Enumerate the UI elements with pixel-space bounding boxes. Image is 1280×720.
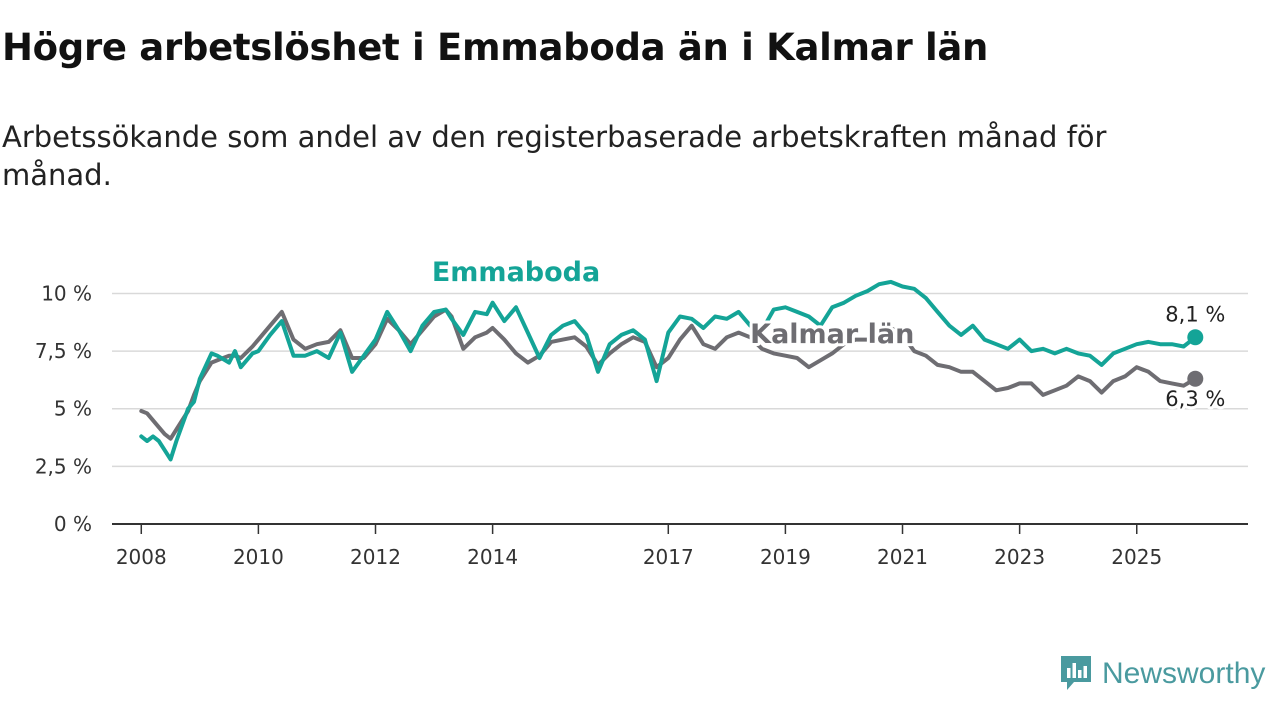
y-tick-label: 7,5 %: [35, 339, 92, 363]
end-value-label-emmaboda-halo: 8,1 %: [1165, 302, 1225, 326]
x-tick-label: 2017: [643, 545, 694, 569]
end-value-label-kalmar: 6,3 %: [1165, 387, 1225, 411]
y-tick-label: 0 %: [54, 512, 92, 536]
x-tick-label: 2021: [877, 545, 928, 569]
newsworthy-logo-icon: [1061, 656, 1091, 690]
end-value-label-kalmar-halo: 6,3 %: [1165, 387, 1225, 411]
x-tick-label: 2023: [994, 545, 1045, 569]
brand-name: Newsworthy: [1102, 657, 1266, 690]
series-line-emmaboda: [139, 279, 1198, 462]
y-tick-label: 2,5 %: [35, 454, 92, 478]
x-tick-label: 2010: [233, 545, 284, 569]
x-tick-label: 2012: [350, 545, 401, 569]
series-layer: [139, 279, 1204, 462]
series-name-kalmar-halo: Kalmar län: [750, 319, 914, 350]
series-endpoint-emmaboda: [1187, 329, 1204, 346]
axis-layer: 0 % 2,5 % 5 % 7,5 % 10 % 2008 2010 2012 2014 2017…: [35, 281, 1248, 569]
line-chart: 0 % 2,5 % 5 % 7,5 % 10 % 2008 2010 2012 2014 2017…: [34, 254, 1248, 569]
x-tick-label: 2008: [116, 545, 167, 569]
x-tick-label: 2019: [760, 545, 811, 569]
series-line-kalmar-l-n: [139, 307, 1198, 441]
series-name-emmaboda: Emmaboda: [432, 257, 600, 288]
x-tick-label: 2014: [467, 545, 518, 569]
brand-logo: Newsworthy: [1058, 654, 1265, 694]
end-value-label-emmaboda: 8,1 %: [1165, 302, 1225, 326]
chart-title: Högre arbetslöshet i Emmaboda än i Kalma…: [2, 26, 989, 69]
y-tick-label: 10 %: [41, 281, 92, 305]
series-name-kalmar: Kalmar län: [750, 319, 914, 350]
x-tick-label: 2025: [1111, 545, 1162, 569]
series-name-emmaboda-halo: Emmaboda: [432, 257, 600, 288]
series-endpoint-kalmar-l-n: [1187, 370, 1204, 387]
y-tick-label: 5 %: [54, 397, 92, 421]
chart-subtitle: Arbetssökande som andel av den registerb…: [2, 120, 1107, 192]
